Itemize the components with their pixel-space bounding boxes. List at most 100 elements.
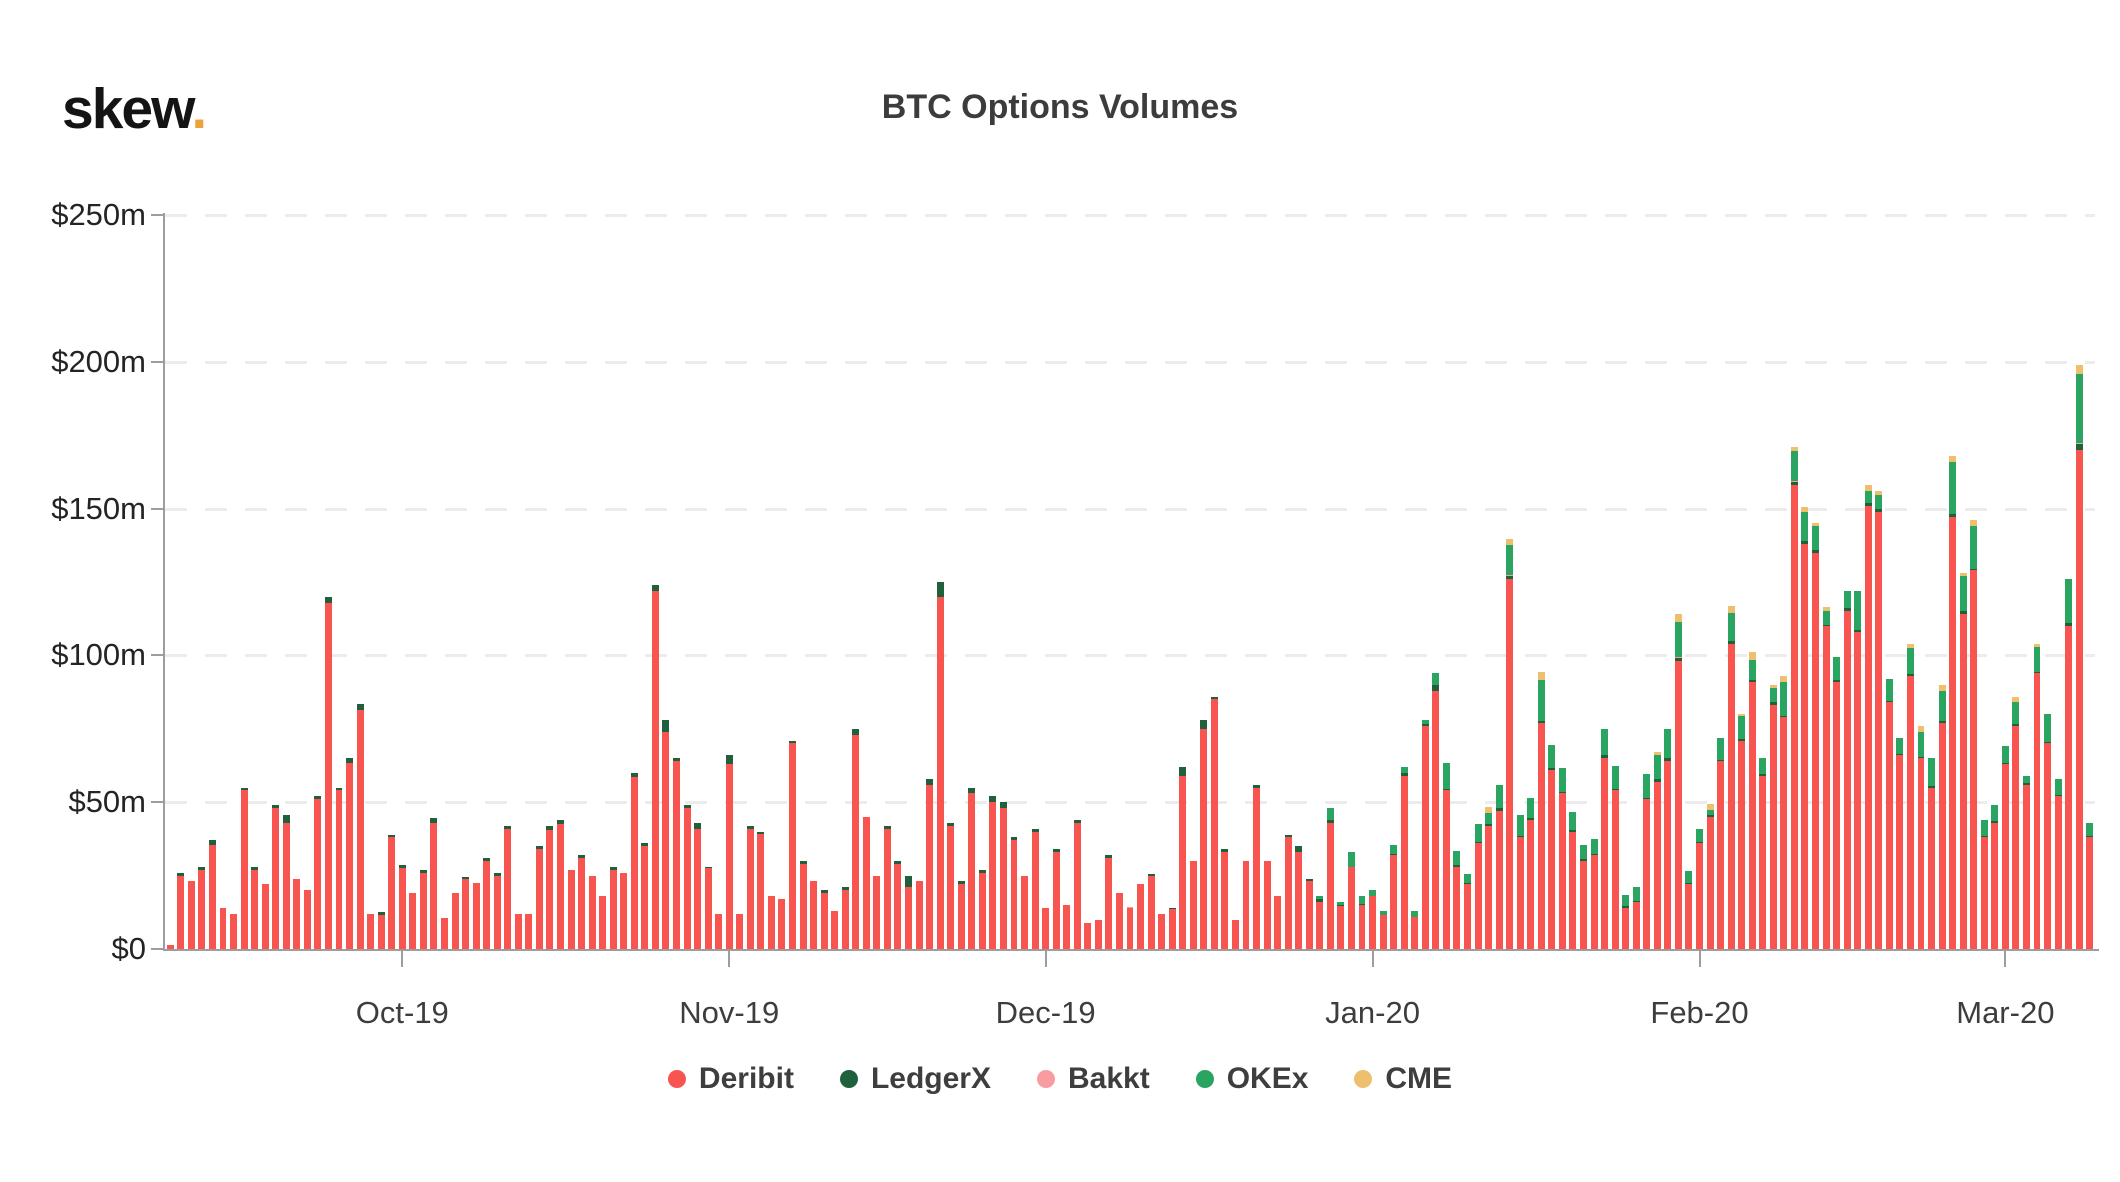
bar-2020-02-05[interactable] (1738, 714, 1746, 949)
bar-2019-09-10[interactable] (177, 872, 185, 949)
bar-2019-09-18[interactable] (261, 884, 269, 949)
bar-2020-01-17[interactable] (1537, 671, 1545, 949)
bar-2019-10-19[interactable] (588, 875, 596, 949)
bar-2019-11-29[interactable] (1021, 875, 1028, 949)
bar-2019-09-27[interactable] (356, 703, 364, 949)
bar-2020-01-28[interactable] (1653, 752, 1661, 949)
bar-2020-02-02[interactable] (1706, 803, 1714, 949)
bar-2019-09-13[interactable] (208, 840, 216, 949)
bar-2020-01-26[interactable] (1632, 887, 1640, 949)
bar-2019-12-17[interactable] (1210, 696, 1218, 949)
bar-2019-12-25[interactable] (1295, 846, 1303, 949)
bar-2019-12-01[interactable] (1042, 907, 1050, 949)
bar-2020-02-08[interactable] (1769, 684, 1777, 949)
bar-2019-11-22[interactable] (947, 822, 955, 949)
bar-2020-03-04[interactable] (2033, 643, 2041, 949)
bar-2019-10-24[interactable] (641, 843, 649, 949)
bar-2019-12-05[interactable] (1084, 922, 1092, 949)
bar-2020-01-01[interactable] (1369, 890, 1377, 949)
legend-item-cme[interactable]: CME (1354, 1062, 1452, 1096)
bar-2019-12-07[interactable] (1105, 855, 1113, 949)
bar-2019-09-19[interactable] (272, 805, 280, 949)
bar-2020-01-19[interactable] (1558, 768, 1566, 949)
bar-2019-11-23[interactable] (957, 881, 965, 949)
bar-2020-01-10[interactable] (1464, 874, 1471, 949)
bar-2020-02-23[interactable] (1928, 758, 1935, 949)
bar-2019-11-10[interactable] (820, 890, 828, 949)
legend-item-deribit[interactable]: Deribit (667, 1062, 794, 1096)
bar-2019-12-11[interactable] (1147, 874, 1155, 949)
bar-2019-11-25[interactable] (978, 869, 986, 949)
bar-2019-10-18[interactable] (578, 855, 586, 949)
bar-2019-11-24[interactable] (968, 787, 976, 949)
bar-2020-01-29[interactable] (1664, 728, 1672, 949)
bar-2020-03-06[interactable] (2054, 778, 2062, 949)
bar-2019-12-14[interactable] (1179, 766, 1187, 949)
bar-2020-01-24[interactable] (1611, 765, 1619, 949)
bar-2020-01-30[interactable] (1674, 614, 1682, 949)
bar-2019-09-16[interactable] (240, 787, 248, 949)
bar-2019-12-31[interactable] (1358, 896, 1366, 949)
bar-2019-10-29[interactable] (694, 822, 702, 949)
bar-2019-12-10[interactable] (1137, 884, 1145, 949)
bar-2019-09-26[interactable] (346, 758, 354, 949)
bar-2019-10-30[interactable] (704, 866, 712, 949)
bar-2020-01-18[interactable] (1548, 744, 1556, 949)
bar-2019-09-22[interactable] (303, 890, 311, 949)
bar-2019-12-08[interactable] (1115, 893, 1123, 949)
bar-2020-03-02[interactable] (2012, 696, 2020, 949)
bar-2020-02-29[interactable] (1991, 805, 1999, 949)
bar-2019-10-12[interactable] (514, 913, 522, 949)
bar-2019-09-30[interactable] (388, 834, 396, 949)
bar-2020-02-13[interactable] (1822, 606, 1830, 949)
bar-2019-12-23[interactable] (1274, 896, 1282, 949)
bar-2019-10-13[interactable] (525, 913, 533, 949)
bar-2019-10-21[interactable] (609, 866, 617, 949)
bar-2020-02-01[interactable] (1696, 828, 1703, 949)
bar-2019-09-24[interactable] (324, 596, 332, 949)
bar-2020-02-19[interactable] (1885, 678, 1893, 949)
bar-2019-11-26[interactable] (989, 796, 997, 949)
bar-2019-11-19[interactable] (915, 881, 923, 949)
bar-2019-11-01[interactable] (725, 755, 733, 949)
bar-2019-11-15[interactable] (873, 875, 881, 949)
bar-2019-12-13[interactable] (1168, 907, 1176, 949)
bar-2020-02-04[interactable] (1727, 605, 1735, 949)
bar-2020-01-15[interactable] (1516, 815, 1524, 949)
bar-2019-10-04[interactable] (430, 818, 438, 949)
bar-2019-09-29[interactable] (377, 912, 385, 949)
bar-2019-11-21[interactable] (936, 582, 944, 949)
bar-2020-02-25[interactable] (1949, 455, 1957, 949)
bar-2019-10-10[interactable] (493, 872, 501, 949)
bar-2019-09-12[interactable] (198, 866, 206, 949)
bar-2020-01-13[interactable] (1495, 784, 1503, 949)
bar-2019-10-28[interactable] (683, 805, 691, 949)
bar-2020-02-15[interactable] (1843, 590, 1851, 949)
legend-item-ledgerx[interactable]: LedgerX (839, 1062, 991, 1096)
bar-2020-02-06[interactable] (1748, 652, 1756, 949)
bar-2020-01-02[interactable] (1379, 910, 1387, 949)
legend-item-okex[interactable]: OKEx (1195, 1062, 1308, 1096)
legend-item-bakkt[interactable]: Bakkt (1036, 1062, 1150, 1096)
bar-2020-02-22[interactable] (1917, 725, 1925, 949)
bar-2019-12-21[interactable] (1253, 784, 1261, 949)
bar-2020-02-14[interactable] (1833, 656, 1841, 949)
bar-2020-03-03[interactable] (2022, 775, 2030, 949)
bar-2020-02-21[interactable] (1906, 643, 1914, 949)
bar-2020-01-20[interactable] (1569, 812, 1577, 949)
bar-2020-01-12[interactable] (1485, 806, 1493, 949)
bar-2020-01-03[interactable] (1390, 844, 1398, 949)
bar-2020-02-10[interactable] (1790, 446, 1798, 949)
bar-2019-11-17[interactable] (894, 860, 902, 949)
bar-2019-10-07[interactable] (462, 877, 470, 949)
bar-2020-02-07[interactable] (1759, 758, 1767, 949)
bar-2019-09-28[interactable] (367, 913, 375, 949)
bar-2019-12-15[interactable] (1189, 860, 1197, 949)
bar-2019-12-18[interactable] (1221, 849, 1229, 949)
bar-2019-10-08[interactable] (472, 882, 480, 949)
bar-2019-10-23[interactable] (630, 772, 638, 949)
bar-2019-11-30[interactable] (1031, 828, 1039, 949)
bar-2019-11-28[interactable] (1010, 837, 1018, 949)
bar-2020-01-25[interactable] (1622, 894, 1630, 949)
bar-2020-01-05[interactable] (1411, 910, 1419, 949)
